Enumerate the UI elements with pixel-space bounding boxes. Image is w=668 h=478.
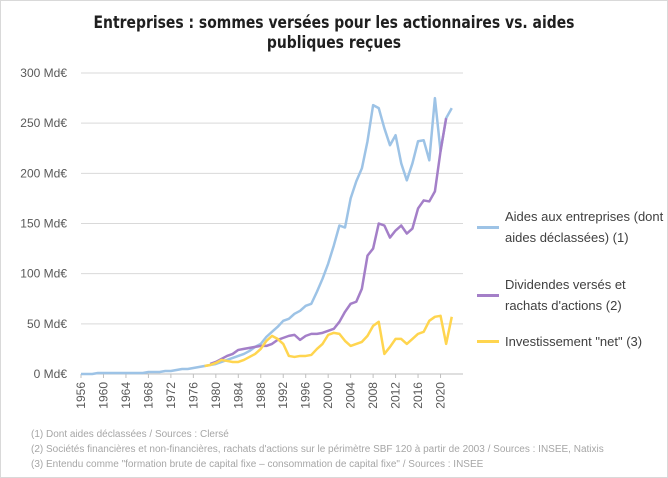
series-line [209,117,448,366]
legend-label: Investissement "net" (3) [505,334,643,349]
x-tick-label: 1976 [186,382,200,409]
x-tick-label: 1992 [276,382,290,409]
y-tick-label: 200 Md€ [20,166,67,180]
x-tick-label: 2020 [434,382,448,409]
y-tick-label: 100 Md€ [20,267,67,281]
footnote: (3) Entendu comme "formation brute de ca… [31,459,484,470]
y-tick-label: 150 Md€ [20,217,67,231]
legend-label: Aides aux entreprises (dont aides déclas… [505,209,664,245]
x-tick-label: 1972 [164,382,178,409]
x-tick-label: 1960 [96,382,110,409]
legend-item: Aides aux entreprises (dont aides déclas… [477,206,667,248]
y-tick-label: 0 Md€ [34,367,68,381]
legend-swatch [477,340,499,343]
footnotes: (1) Dont aides déclassées / Sources : Cl… [31,427,604,472]
series-line [81,96,453,376]
x-tick-label: 2012 [389,382,403,409]
legend-label: Dividendes versés et rachats d'actions (… [505,277,626,313]
x-tick-label: 1984 [231,382,245,409]
footnote: (2) Sociétés financières et non-financiè… [31,444,604,455]
x-tick-label: 1996 [299,382,313,409]
y-tick-label: 50 Md€ [27,317,67,331]
x-tick-label: 1964 [119,382,133,409]
legend-item: Investissement "net" (3) [477,331,667,352]
legend-swatch [477,293,499,297]
x-tick-label: 2004 [344,382,358,409]
y-tick-label: 250 Md€ [20,116,67,130]
y-tick-label: 300 Md€ [20,66,67,80]
x-tick-label: 2008 [366,382,380,409]
series-line [204,314,453,368]
legend-item: Dividendes versés et rachats d'actions (… [477,274,667,316]
x-tick-label: 2016 [411,382,425,409]
chart-title: Entreprises : sommes versées pour les ac… [93,13,575,53]
legend-swatch [477,225,499,229]
x-tick-label: 1968 [141,382,155,409]
x-tick-label: 1956 [74,382,88,409]
x-tick-label: 1980 [209,382,223,409]
footnote: (1) Dont aides déclassées / Sources : Cl… [31,429,229,440]
x-tick-label: 2000 [321,382,335,409]
x-tick-label: 1988 [254,382,268,409]
